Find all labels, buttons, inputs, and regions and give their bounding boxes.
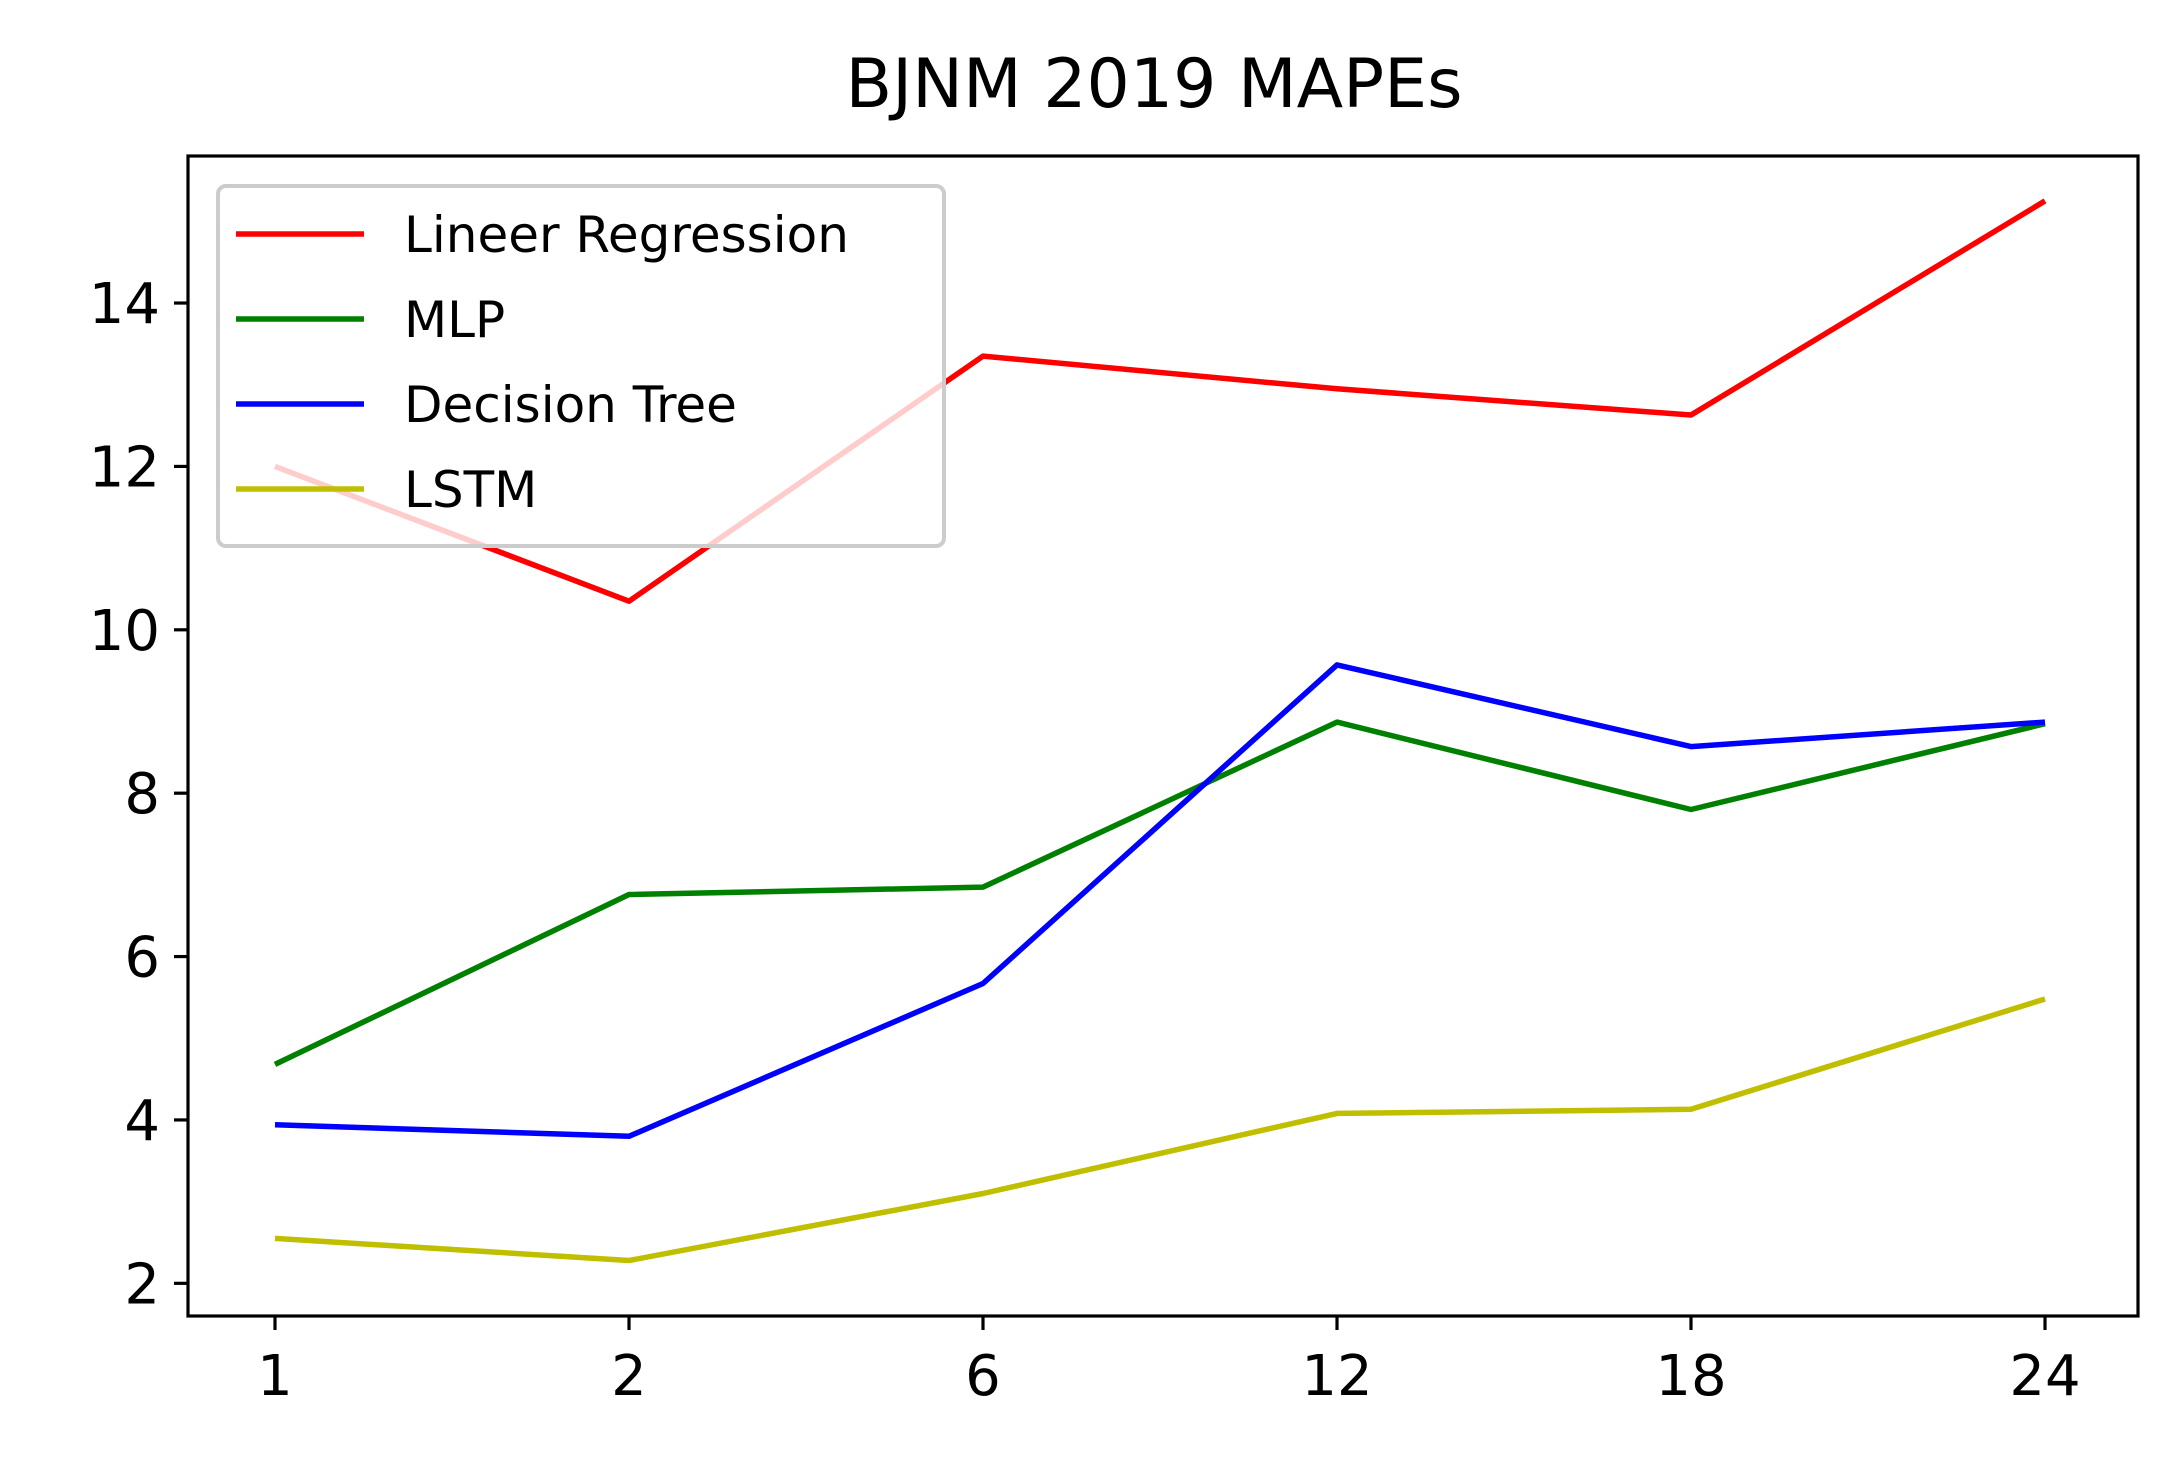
legend-label-decision-tree: Decision Tree [404,376,737,434]
x-tick-label: 24 [2009,1344,2080,1409]
legend-label-lstm: LSTM [404,461,537,519]
y-tick-label: 4 [124,1089,160,1154]
y-tick-label: 2 [124,1252,160,1317]
y-tick-label: 6 [124,926,160,991]
legend-label-mlp: MLP [404,291,505,349]
plot-frame [186,154,2140,1318]
x-tick-label: 6 [965,1344,1001,1409]
legend: Lineer Regression MLP Decision Tree LSTM [216,184,946,548]
legend-label-lineer-regression: Lineer Regression [404,206,849,264]
series-line-decision-tree [274,662,2046,1140]
series-line-mlp [273,719,2046,1067]
y-tick-label: 14 [89,272,160,337]
y-tick-label: 12 [89,435,160,500]
x-tick-label: 18 [1655,1344,1726,1409]
y-axis: 2 4 6 8 10 12 14 [89,272,188,1317]
y-tick-label: 8 [124,762,160,827]
series-line-lineer-regression [274,198,2047,604]
x-tick-label: 12 [1301,1344,1372,1409]
x-tick-label: 2 [611,1344,647,1409]
y-tick-label: 10 [89,599,160,664]
series-layer [273,198,2047,1264]
x-axis: 1 2 6 12 18 24 [257,1316,2081,1409]
series-line-lstm [274,996,2046,1264]
chart-title: BJNM 2019 MAPEs [845,45,1462,124]
legend-box [216,184,946,548]
x-tick-label: 1 [257,1344,293,1409]
